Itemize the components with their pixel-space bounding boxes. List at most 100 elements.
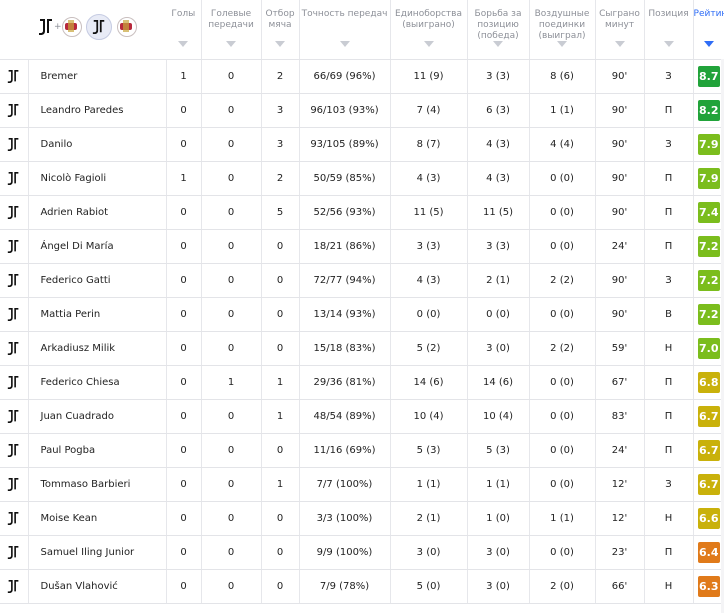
table-row[interactable]: Federico Gatti 0 0 0 72/77 (94%) 4 (3) 2 (1) 2 … (0, 263, 724, 298)
stat-minutes: 24' (595, 229, 645, 264)
stat-position: П (644, 535, 694, 570)
stat-pos: 6 (3) (467, 93, 530, 128)
stat-minutes: 90' (595, 59, 645, 94)
stat-pass-acc: 52/56 (93%) (299, 195, 391, 230)
sort-icon (493, 41, 504, 47)
stat-pass-acc: 29/36 (81%) (299, 365, 391, 400)
table-row[interactable]: Arkadiusz Milik 0 0 0 15/18 (83%) 5 (2) 3 (0) 2… (0, 331, 724, 366)
stat-position: З (644, 59, 694, 94)
rating-cell: 6.7 (693, 399, 724, 434)
stat-aerial: 0 (0) (529, 365, 596, 400)
player-rows: Bremer 1 0 2 66/69 (96%) 11 (9) 3 (3) 8 (6) 90' З… (0, 59, 724, 604)
table-row[interactable]: Juan Cuadrado 0 0 1 48/54 (89%) 10 (4) 10 (4) 0… (0, 399, 724, 434)
player-name[interactable]: Tommaso Barbieri (28, 467, 167, 502)
table-row[interactable]: Dušan Vlahović 0 0 0 7/9 (78%) 5 (0) 3 (0) 2 (0… (0, 569, 724, 604)
stat-minutes: 66' (595, 569, 645, 604)
juventus-logo-icon (7, 172, 20, 185)
player-name[interactable]: Juan Cuadrado (28, 399, 167, 434)
stat-assists: 0 (201, 569, 262, 604)
rating-cell: 7.9 (693, 127, 724, 162)
stat-pass-acc: 18/21 (86%) (299, 229, 391, 264)
player-name[interactable]: Arkadiusz Milik (28, 331, 167, 366)
table-row[interactable]: Federico Chiesa 0 1 1 29/36 (81%) 14 (6) 14 (6… (0, 365, 724, 400)
player-name[interactable]: Nicolò Fagioli (28, 161, 167, 196)
table-row[interactable]: Adrien Rabiot 0 0 5 52/56 (93%) 11 (5) 11 (5) 0… (0, 195, 724, 230)
stat-assists: 0 (201, 93, 262, 128)
stat-aerial: 2 (0) (529, 569, 596, 604)
stat-assists: 0 (201, 263, 262, 298)
player-name[interactable]: Federico Gatti (28, 263, 167, 298)
juventus-logo-icon (7, 308, 20, 321)
sort-icon (178, 41, 189, 47)
col-goals[interactable]: Голы (166, 0, 202, 60)
stat-assists: 0 (201, 229, 262, 264)
cremonese-filter[interactable] (116, 16, 138, 38)
col-tackles[interactable]: Отбор мяча (261, 0, 300, 60)
table-row[interactable]: Bremer 1 0 2 66/69 (96%) 11 (9) 3 (3) 8 (6) 90' З… (0, 59, 724, 94)
table-row[interactable]: Danilo 0 0 3 93/105 (89%) 8 (7) 4 (3) 4 (4) 90' З… (0, 127, 724, 162)
juventus-logo-icon (92, 20, 104, 34)
col-rating[interactable]: Рейтинг (693, 0, 724, 60)
table-row[interactable]: Nicolò Fagioli 1 0 2 50/59 (85%) 4 (3) 4 (3) 0 … (0, 161, 724, 196)
player-name[interactable]: Adrien Rabiot (28, 195, 167, 230)
player-name[interactable]: Mattia Perin (28, 297, 167, 332)
player-name[interactable]: Federico Chiesa (28, 365, 167, 400)
stat-assists: 0 (201, 501, 262, 536)
table-row[interactable]: Leandro Paredes 0 0 3 96/103 (93%) 7 (4) 6 (3)… (0, 93, 724, 128)
stat-pos: 2 (1) (467, 263, 530, 298)
player-name[interactable]: Paul Pogba (28, 433, 167, 468)
rating-badge: 7.2 (697, 270, 720, 291)
rating-cell: 8.7 (693, 59, 724, 94)
team-logo-cell (0, 229, 29, 264)
col-position-battles[interactable]: Борьба за позицию (победа) (467, 0, 530, 60)
cremonese-logo-icon (61, 17, 82, 37)
stat-minutes: 23' (595, 535, 645, 570)
rating-badge: 6.6 (697, 508, 720, 529)
stat-duels: 8 (7) (390, 127, 468, 162)
stat-goals: 0 (166, 229, 202, 264)
juventus-logo-icon (7, 512, 20, 525)
table-row[interactable]: Tommaso Barbieri 0 0 1 7/7 (100%) 1 (1) 1 (1) 0… (0, 467, 724, 502)
table-row[interactable]: Mattia Perin 0 0 0 13/14 (93%) 0 (0) 0 (0) 0 (0… (0, 297, 724, 332)
table-row[interactable]: Samuel Iling Junior 0 0 0 9/9 (100%) 3 (0) 3 (… (0, 535, 724, 570)
stat-assists: 0 (201, 467, 262, 502)
stat-pass-acc: 93/105 (89%) (299, 127, 391, 162)
stat-pos: 3 (0) (467, 331, 530, 366)
stat-goals: 0 (166, 535, 202, 570)
stat-tackles: 5 (261, 195, 300, 230)
player-name[interactable]: Danilo (28, 127, 167, 162)
table-row[interactable]: Ángel Di María 0 0 0 18/21 (86%) 3 (3) 3 (3) 0 … (0, 229, 724, 264)
scrollbar[interactable] (721, 59, 724, 613)
stat-aerial: 1 (1) (529, 501, 596, 536)
player-name[interactable]: Ángel Di María (28, 229, 167, 264)
stat-aerial: 0 (0) (529, 229, 596, 264)
rating-badge: 6.7 (697, 406, 720, 427)
rating-badge: 7.0 (697, 338, 720, 359)
player-name[interactable]: Dušan Vlahović (28, 569, 167, 604)
stat-aerial: 2 (2) (529, 263, 596, 298)
col-duels[interactable]: Единоборства (выиграно) (390, 0, 468, 60)
stat-pos: 0 (0) (467, 297, 530, 332)
player-name[interactable]: Samuel Iling Junior (28, 535, 167, 570)
rating-cell: 6.7 (693, 433, 724, 468)
juventus-logo-icon (7, 546, 20, 559)
stat-goals: 0 (166, 195, 202, 230)
stat-pass-acc: 11/16 (69%) (299, 433, 391, 468)
juventus-cremonese-filter[interactable]: + (38, 16, 82, 38)
col-minutes[interactable]: Сыграно минут (595, 0, 645, 60)
col-assists[interactable]: Голевые передачи (201, 0, 262, 60)
rating-cell: 6.4 (693, 535, 724, 570)
player-name[interactable]: Bremer (28, 59, 167, 94)
table-row[interactable]: Moise Kean 0 0 0 3/3 (100%) 2 (1) 1 (0) 1 (1) 12… (0, 501, 724, 536)
col-position[interactable]: Позиция (644, 0, 694, 60)
sort-icon (275, 41, 286, 47)
stat-duels: 5 (0) (390, 569, 468, 604)
juventus-filter[interactable] (85, 14, 112, 40)
col-aerial-duels[interactable]: Воздушные поединки (выиграл) (529, 0, 596, 60)
player-name[interactable]: Leandro Paredes (28, 93, 167, 128)
table-row[interactable]: Paul Pogba 0 0 0 11/16 (69%) 5 (3) 5 (3) 0 (0) 2… (0, 433, 724, 468)
col-pass-accuracy[interactable]: Точность передач (299, 0, 391, 60)
player-name[interactable]: Moise Kean (28, 501, 167, 536)
stat-tackles: 0 (261, 297, 300, 332)
